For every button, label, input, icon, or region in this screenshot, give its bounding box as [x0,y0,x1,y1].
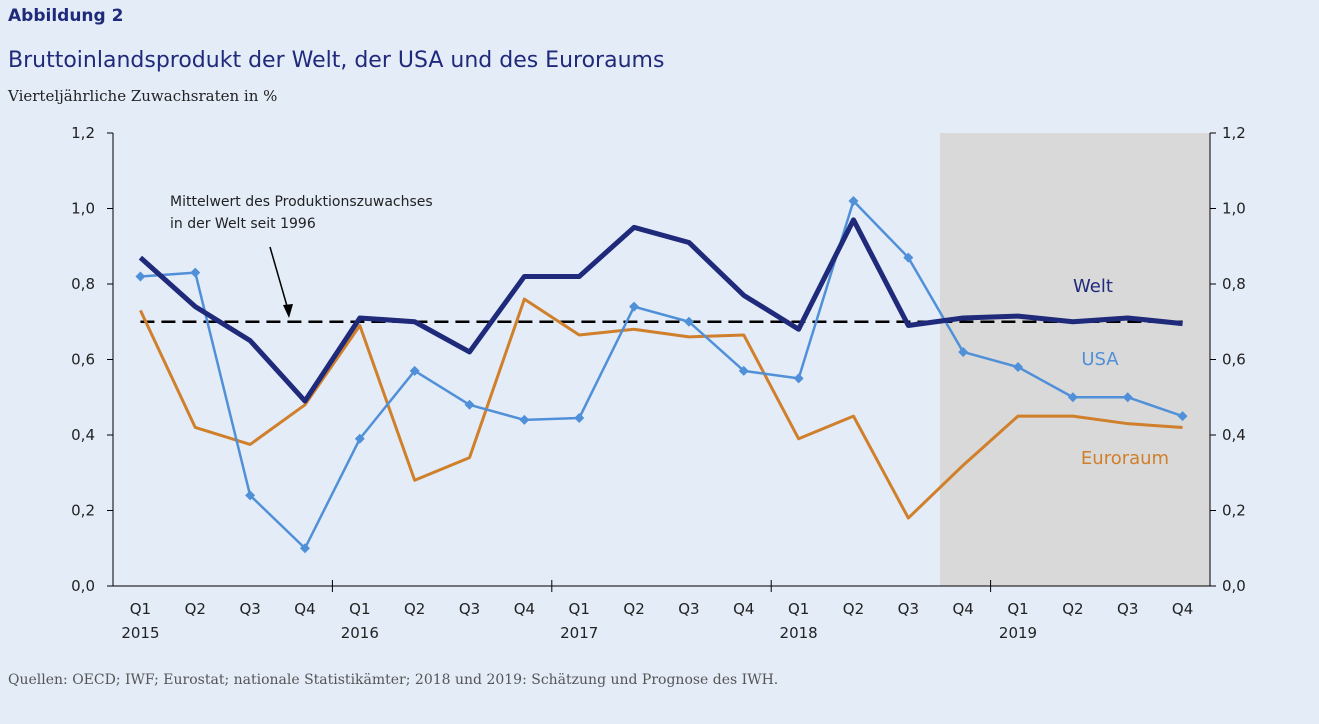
series-label: USA [1081,349,1119,370]
y2-tick-label: 0,2 [1222,502,1246,520]
x-tick-label: Q1 [1007,600,1028,618]
y-tick-label: 0,6 [71,351,95,369]
x-tick-label: Q4 [294,600,315,618]
x-tick-label: Q2 [843,600,864,618]
marker [299,543,310,554]
marker [245,490,256,501]
x-tick-label: Q4 [1172,600,1193,618]
y2-tick-label: 1,2 [1222,124,1246,142]
x-tick-label: Q2 [185,600,206,618]
x-tick-label: Q3 [678,600,699,618]
marker [190,267,201,278]
y-tick-label: 0,4 [71,426,95,444]
marker [1067,392,1078,403]
x-tick-label: Q1 [349,600,370,618]
y-tick-label: 0,8 [71,275,95,293]
marker [958,346,969,357]
y-tick-label: 0,0 [71,577,95,595]
x-tick-label: Q2 [623,600,644,618]
marker [1013,362,1024,373]
x-tick-label: Q3 [898,600,919,618]
marker [793,373,804,384]
annotation-arrow [269,246,290,314]
y-tick-label: 1,0 [71,200,95,218]
y-tick-label: 0,2 [71,502,95,520]
y2-tick-label: 1,0 [1222,200,1246,218]
year-label: 2017 [560,624,598,642]
x-tick-label: Q1 [130,600,151,618]
y2-tick-label: 0,0 [1222,577,1246,595]
x-tick-label: Q2 [404,600,425,618]
marker [903,252,914,263]
series-label: Euroraum [1081,448,1169,469]
marker [135,271,146,282]
y2-tick-label: 0,8 [1222,275,1246,293]
year-label: 2018 [780,624,818,642]
series-line [140,199,1183,550]
marker [519,414,530,425]
series-label: Welt [1073,276,1113,297]
year-label: 2015 [121,624,159,642]
marker [1177,411,1188,422]
x-tick-label: Q4 [952,600,973,618]
marker [409,365,420,376]
marker [629,301,640,312]
marker [738,365,749,376]
x-tick-label: Q2 [1062,600,1083,618]
x-tick-label: Q3 [239,600,260,618]
subtitle: Vierteljährliche Zuwachsraten in % [7,87,277,105]
marker [354,433,365,444]
forecast-shade [940,133,1210,586]
marker [464,399,475,410]
arrow-head [283,304,293,318]
marker [574,413,585,424]
annotation: Mittelwert des Produktionszuwachses [170,194,433,210]
annotation: in der Welt seit 1996 [170,216,316,232]
x-tick-label: Q4 [733,600,754,618]
x-tick-label: Q3 [459,600,480,618]
marker [1122,392,1133,403]
x-tick-label: Q3 [1117,600,1138,618]
x-tick-label: Q4 [514,600,535,618]
y-tick-label: 1,2 [71,124,95,142]
series-line [138,217,1183,404]
x-tick-label: Q1 [569,600,590,618]
figure-label: Abbildung 2 [8,6,123,26]
y2-tick-label: 0,4 [1222,426,1246,444]
source: Quellen: OECD; IWF; Eurostat; nationale … [8,672,778,688]
year-label: 2019 [999,624,1037,642]
marker [848,195,859,206]
year-label: 2016 [341,624,379,642]
y2-tick-label: 0,6 [1222,351,1246,369]
x-tick-label: Q1 [788,600,809,618]
marker [683,316,694,327]
chart-title: Bruttoinlandsprodukt der Welt, der USA u… [8,48,664,73]
